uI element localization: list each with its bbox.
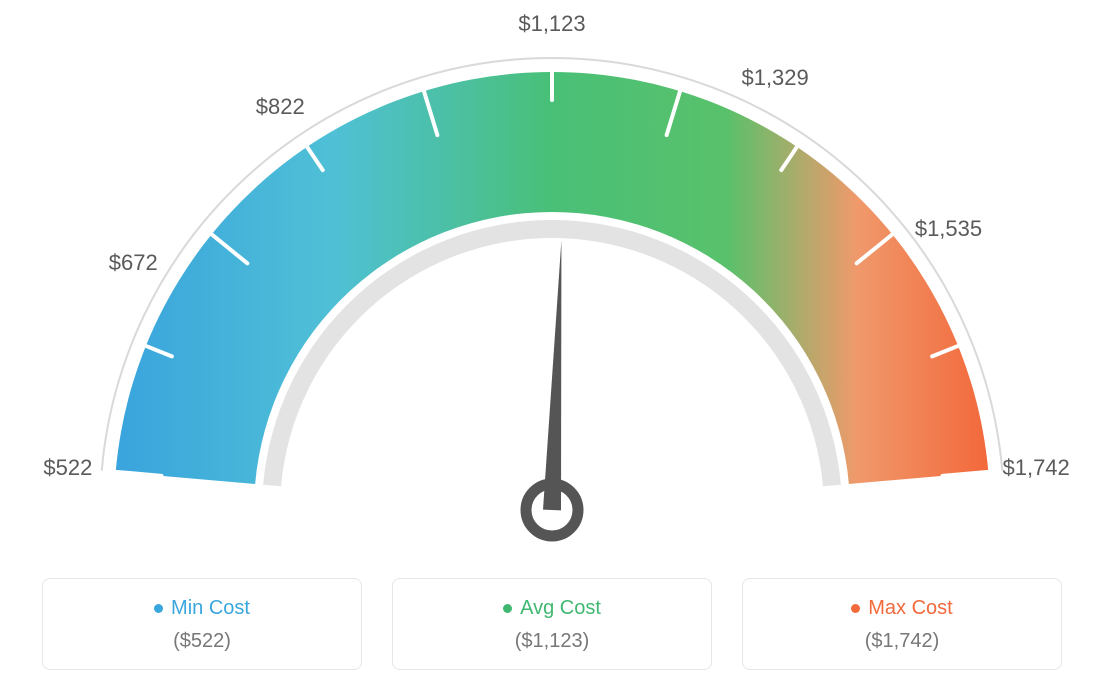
legend-value-max: ($1,742): [753, 630, 1051, 653]
legend-title-min: Min Cost: [154, 597, 250, 620]
gauge-tick-label: $522: [43, 455, 92, 481]
dot-icon-min: [154, 604, 163, 613]
gauge-tick-label: $1,123: [518, 11, 585, 37]
legend-card-avg: Avg Cost ($1,123): [392, 578, 712, 670]
legend-title-max: Max Cost: [851, 597, 952, 620]
dot-icon-max: [851, 604, 860, 613]
gauge-tick-label: $1,535: [915, 216, 982, 242]
gauge-tick-label: $1,329: [741, 65, 808, 91]
gauge-svg: [0, 0, 1104, 560]
dot-icon-avg: [503, 604, 512, 613]
legend-card-min: Min Cost ($522): [42, 578, 362, 670]
legend-label-avg: Avg Cost: [520, 597, 601, 620]
legend-row: Min Cost ($522) Avg Cost ($1,123) Max Co…: [0, 578, 1104, 670]
legend-card-max: Max Cost ($1,742): [742, 578, 1062, 670]
gauge-tick-label: $1,742: [1002, 455, 1069, 481]
gauge-tick-label: $672: [109, 250, 158, 276]
legend-value-avg: ($1,123): [403, 630, 701, 653]
legend-title-avg: Avg Cost: [503, 597, 601, 620]
gauge-tick-label: $822: [256, 94, 305, 120]
legend-label-max: Max Cost: [868, 597, 952, 620]
cost-gauge: $522 $672 $822 $1,123 $1,329 $1,535 $1,742: [0, 0, 1104, 560]
legend-label-min: Min Cost: [171, 597, 250, 620]
legend-value-min: ($522): [53, 630, 351, 653]
